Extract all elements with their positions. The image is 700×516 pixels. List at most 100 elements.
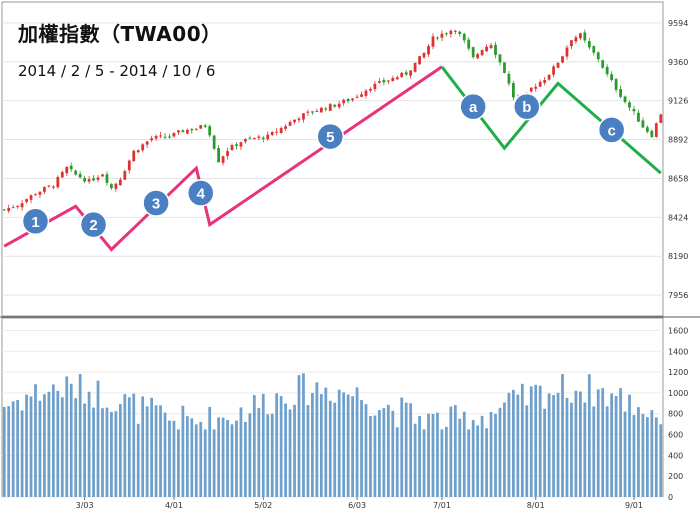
- volume-bar: [632, 415, 636, 497]
- volume-bar: [529, 386, 533, 497]
- volume-bar: [628, 394, 631, 497]
- volume-bar: [637, 407, 640, 497]
- candle-body: [302, 113, 305, 120]
- candle-body: [409, 70, 413, 76]
- volume-bar: [145, 406, 149, 497]
- volume-bar: [7, 406, 11, 497]
- candle-body: [38, 191, 42, 195]
- volume-bar: [266, 414, 270, 497]
- volume-bar: [511, 389, 515, 497]
- volume-bar: [445, 426, 448, 497]
- candle-body: [382, 80, 386, 83]
- volume-bar: [319, 394, 323, 497]
- candle-body: [141, 144, 145, 151]
- wave-badge-4: [186, 179, 215, 207]
- candle-body: [163, 136, 167, 138]
- wave-badge-2: [79, 210, 108, 239]
- volume-bar: [409, 403, 413, 497]
- volume-bar: [34, 384, 37, 497]
- candle-body: [337, 103, 341, 108]
- volume-bar: [538, 385, 542, 497]
- candle-body: [297, 118, 301, 121]
- wave-label-2: 2: [89, 217, 97, 234]
- x-tick-label: 7/01: [433, 501, 451, 510]
- volume-bar: [645, 417, 649, 497]
- candle-body: [279, 128, 283, 134]
- candle-body: [480, 50, 484, 56]
- price-panel-frame: [1, 1, 664, 317]
- volume-bar: [654, 417, 658, 497]
- volume-bar: [587, 374, 591, 497]
- candle-body: [355, 96, 359, 98]
- candle-body: [25, 199, 28, 202]
- candle-body: [583, 32, 587, 41]
- candle-body: [587, 41, 591, 48]
- volume-bar: [181, 405, 185, 497]
- volume-bar: [596, 389, 600, 497]
- volume-bar: [503, 402, 506, 497]
- price-tick-label: 8658: [668, 174, 688, 183]
- candle-body: [449, 30, 453, 35]
- candle-body: [445, 33, 448, 35]
- volume-bar: [360, 399, 363, 497]
- volume-tick-label: 1000: [668, 389, 688, 398]
- x-tick-label: 4/01: [165, 501, 183, 510]
- candle-body: [507, 73, 511, 84]
- x-tick-label: 3/03: [76, 501, 94, 510]
- volume-bar: [105, 407, 109, 497]
- x-tick-label: 8/01: [527, 501, 545, 510]
- volume-bar: [208, 407, 212, 497]
- volume-bar: [453, 405, 457, 497]
- candle-body: [351, 98, 354, 101]
- candle-body: [284, 126, 287, 129]
- volume-bar: [47, 391, 51, 497]
- volume-bar: [83, 403, 87, 497]
- candle-body: [619, 89, 622, 97]
- candle-body: [645, 127, 649, 132]
- volume-bar: [355, 387, 359, 497]
- candle-body: [20, 203, 24, 208]
- volume-bar: [418, 415, 421, 497]
- candle-body: [628, 102, 631, 108]
- candle-body: [570, 40, 573, 47]
- volume-bar: [20, 410, 24, 497]
- candle-body: [43, 187, 46, 192]
- volume-bar: [293, 404, 296, 497]
- volume-bar: [203, 429, 207, 497]
- volume-bar: [275, 393, 279, 497]
- candle-body: [637, 112, 640, 122]
- candle-body: [485, 46, 488, 52]
- wave-badge-5: [316, 122, 345, 151]
- volume-bar: [427, 413, 430, 497]
- volume-bar: [221, 417, 225, 497]
- candle-body: [534, 86, 538, 89]
- volume-bar: [525, 405, 529, 497]
- candle-body: [136, 150, 140, 153]
- chart-title: 加權指數（TWA00）: [18, 22, 222, 46]
- volume-bar: [69, 383, 73, 497]
- volume-tick-label: 1600: [668, 326, 688, 335]
- candle-body: [436, 37, 439, 39]
- volume-bar: [570, 402, 573, 497]
- volume-bar: [87, 391, 91, 497]
- volume-bar: [101, 408, 104, 497]
- candle-body: [78, 173, 82, 178]
- candle-body: [7, 207, 11, 211]
- volume-bar: [574, 390, 578, 497]
- volume-bar: [315, 382, 319, 497]
- volume-bar: [623, 411, 627, 497]
- wave-badge-a: [459, 92, 487, 121]
- volume-bar: [449, 406, 453, 497]
- candle-body: [565, 47, 569, 57]
- volume-bar: [92, 407, 95, 497]
- candle-body: [159, 135, 162, 137]
- candle-body: [252, 137, 256, 139]
- candle-body: [601, 60, 605, 68]
- candle-body: [177, 130, 180, 133]
- volume-bar: [369, 415, 372, 497]
- volume-bar: [422, 429, 426, 497]
- volume-bar: [578, 391, 582, 497]
- wave-label-c: c: [607, 122, 615, 139]
- candle-body: [632, 108, 636, 112]
